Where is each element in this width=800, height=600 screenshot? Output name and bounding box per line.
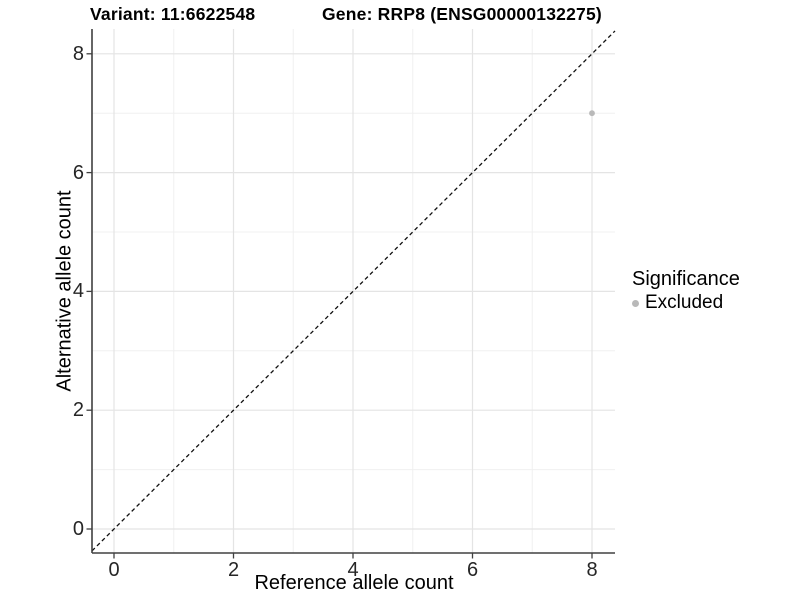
legend-title: Significance	[632, 268, 740, 290]
x-axis-title: Reference allele count	[254, 572, 454, 594]
y-tick-label: 4	[72, 280, 84, 303]
y-tick-label: 0	[72, 518, 84, 540]
y-tick-label: 6	[72, 161, 84, 184]
legend-item: Excluded	[630, 291, 740, 315]
x-tick-label: 8	[586, 559, 598, 581]
x-tick-label: 6	[466, 559, 479, 581]
y-tick-label: 8	[72, 42, 84, 65]
y-axis-title: Alternative allele count	[53, 190, 76, 392]
gene-title: Gene: RRP8 (ENSG00000132275)	[322, 4, 602, 24]
legend-item-label: Excluded	[645, 292, 724, 313]
identity-reference-line	[91, 30, 616, 552]
x-tick-label: 4	[347, 559, 359, 581]
y-tick-label: 2	[72, 399, 84, 422]
data-point	[589, 110, 595, 117]
x-tick-label: 2	[227, 559, 240, 581]
variant-title: Variant: 11:6622548	[90, 4, 256, 24]
legend-items: Excluded	[630, 291, 740, 315]
legend-key-dot-icon	[632, 299, 639, 307]
legend: Significance Excluded	[630, 267, 740, 315]
x-tick-label: 0	[108, 559, 120, 581]
